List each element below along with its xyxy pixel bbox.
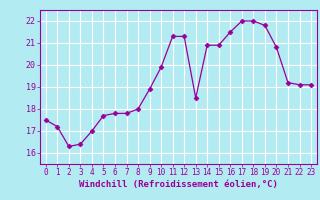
X-axis label: Windchill (Refroidissement éolien,°C): Windchill (Refroidissement éolien,°C) (79, 180, 278, 189)
